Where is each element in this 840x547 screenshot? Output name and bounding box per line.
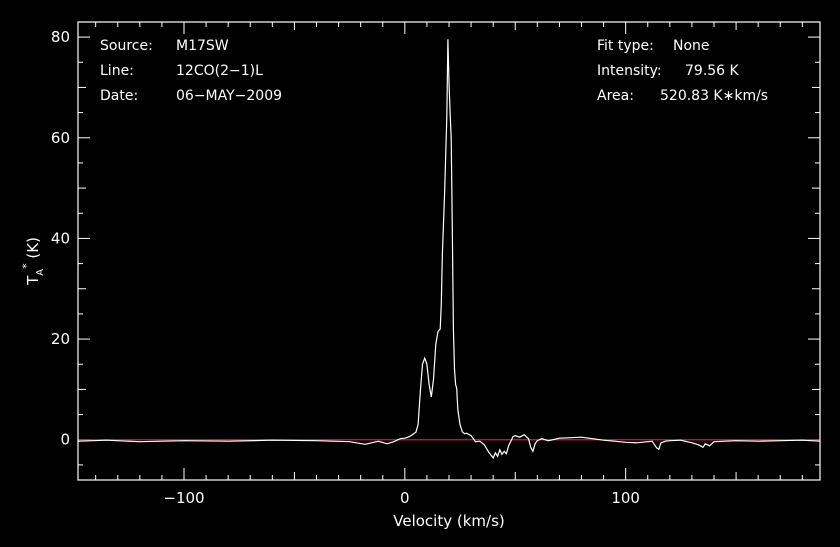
- y-tick-label: 80: [51, 28, 70, 46]
- info-right-key: Fit type:: [597, 38, 654, 54]
- y-label-main: T: [24, 275, 42, 286]
- info-right-value: None: [673, 38, 710, 54]
- info-left-value: 12CO(2−1)L: [176, 63, 263, 79]
- x-tick-label: −100: [163, 489, 204, 507]
- y-axis-label: TA* (K): [20, 237, 46, 286]
- y-tick-label: 20: [51, 330, 70, 348]
- y-label-unit: (K): [24, 237, 42, 263]
- plot-frame: [77, 21, 821, 481]
- info-right-key: Area:: [597, 88, 634, 104]
- y-tick-label: 60: [51, 129, 70, 147]
- info-left-key: Line:: [100, 63, 134, 79]
- y-tick-label: 40: [51, 229, 70, 247]
- info-right-value: 520.83 K∗km/s: [660, 88, 768, 104]
- info-right: Fit type: None Intensity: 79.56 K Area: …: [597, 38, 768, 104]
- info-left-key: Date:: [100, 88, 138, 104]
- info-left-value: 06−MAY−2009: [176, 88, 282, 104]
- x-tick-label: 0: [400, 489, 410, 507]
- info-left-value: M17SW: [176, 38, 229, 54]
- spectrum-line: [77, 39, 821, 460]
- info-right-value: 79.56 K: [685, 63, 740, 79]
- y-label-sup: *: [20, 263, 33, 269]
- axis-ticks: [78, 22, 820, 480]
- info-left-key: Source:: [100, 38, 153, 54]
- tick-labels: −100 0 100 0 20 40 60 80: [51, 28, 640, 507]
- y-tick-label: 0: [60, 431, 70, 449]
- x-tick-label: 100: [611, 489, 640, 507]
- info-left: Source: M17SW Line: 12CO(2−1)L Date: 06−…: [100, 38, 282, 104]
- y-label-sub: A: [35, 269, 46, 276]
- x-axis-label: Velocity (km/s): [393, 512, 504, 530]
- info-right-key: Intensity:: [597, 63, 662, 79]
